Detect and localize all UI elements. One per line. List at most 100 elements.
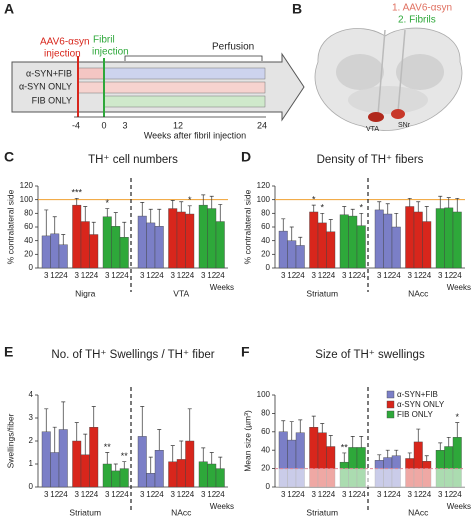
bar [89, 427, 99, 488]
x-tick-label: 12 [207, 490, 216, 499]
x-tick-label: 3 [140, 490, 145, 499]
bar [50, 452, 60, 488]
bar [58, 429, 68, 488]
bar [287, 240, 297, 269]
y-tick-label: 0 [29, 482, 34, 491]
x-tick-label: 24 [59, 271, 68, 280]
bar [111, 470, 121, 488]
bar [89, 234, 99, 269]
region-label: NAcc [171, 507, 192, 517]
bar [72, 440, 82, 488]
legend-label: α-SYN ONLY [397, 400, 445, 409]
timeline-tick: 24 [257, 120, 267, 130]
region-label: Striatum [306, 288, 338, 298]
panel-letter: B [292, 1, 302, 17]
bar [137, 436, 147, 488]
bar [41, 235, 51, 269]
bar [309, 211, 319, 269]
x-tick-label: 24 [89, 490, 98, 499]
x-tick-label: 3 [105, 490, 110, 499]
x-tick-label: 24 [326, 490, 335, 499]
panel-b: B 1. AAV6-αsyn 2. Fibrils VTA SNr [292, 1, 463, 133]
x-tick-label: 12 [177, 271, 186, 280]
y-tick-label: 20 [24, 249, 33, 258]
x-axis-label: Weeks [210, 283, 234, 292]
y-tick-label: 120 [20, 181, 34, 190]
step-label: 2. Fibrils [398, 15, 436, 26]
bar [198, 461, 208, 488]
error-bar [140, 406, 145, 437]
bar [146, 222, 156, 269]
x-tick-label: 24 [89, 271, 98, 280]
panel-letter: C [4, 149, 14, 165]
y-tick-label: 40 [24, 236, 33, 245]
error-bar [113, 212, 118, 227]
x-tick-label: 12 [414, 271, 423, 280]
needle-track [397, 29, 406, 113]
x-tick-label: 24 [453, 490, 462, 499]
x-tick-label: 24 [296, 490, 305, 499]
error-bar [44, 209, 49, 236]
timeline-tick: 0 [101, 120, 106, 130]
panel-letter: F [241, 344, 250, 360]
error-bar [328, 435, 333, 447]
error-bar [455, 422, 460, 438]
y-tick-label: 80 [261, 208, 270, 217]
error-bar [52, 216, 57, 234]
chart-title: Size of TH⁺ swellings [315, 349, 425, 361]
timeline-tick: -4 [72, 120, 80, 130]
brain-structure [336, 54, 384, 90]
row-label: FIB ONLY [32, 95, 72, 105]
x-tick-label: 12 [50, 490, 59, 499]
bar [168, 208, 178, 269]
significance: *** [71, 188, 82, 198]
x-tick-label: 12 [111, 271, 120, 280]
bar [348, 215, 358, 269]
legend-swatch [386, 400, 395, 409]
x-tick-label: 3 [171, 271, 176, 280]
aav-label: AAV6-αsyn [40, 37, 90, 48]
x-tick-label: 12 [287, 490, 296, 499]
bar [154, 450, 164, 488]
error-bar [416, 201, 421, 212]
significance: * [312, 195, 316, 205]
error-bar [281, 218, 286, 232]
error-bar [170, 445, 175, 462]
x-tick-label: 3 [438, 271, 443, 280]
y-axis-label: % contralateral side [242, 189, 252, 264]
error-bar [377, 201, 382, 210]
y-axis-label: % contralateral side [5, 189, 15, 264]
error-bar [281, 420, 286, 432]
bar [391, 226, 401, 269]
bar [119, 237, 129, 269]
chart-title: No. of TH⁺ Swellings / TH⁺ fiber [51, 349, 214, 361]
error-bar [424, 206, 429, 222]
significance: * [455, 412, 459, 422]
brain-structure [348, 86, 428, 114]
bar [413, 211, 423, 269]
error-bar [394, 449, 399, 456]
x-tick-label: 24 [453, 271, 462, 280]
y-tick-label: 80 [261, 409, 270, 418]
bar [176, 459, 186, 488]
error-bar [446, 436, 451, 447]
error-bar [105, 452, 110, 464]
x-tick-label: 12 [287, 271, 296, 280]
error-bar [218, 204, 223, 222]
threshold-shade [276, 468, 466, 487]
x-tick-label: 3 [75, 490, 80, 499]
x-tick-label: 12 [50, 271, 59, 280]
bar [154, 226, 164, 269]
x-tick-label: 12 [318, 490, 327, 499]
bar [452, 211, 462, 269]
y-tick-label: 0 [266, 263, 271, 272]
error-bar [320, 212, 325, 223]
bar [215, 221, 225, 269]
error-bar [52, 426, 57, 453]
x-tick-label: 24 [120, 271, 129, 280]
x-tick-label: 24 [185, 271, 194, 280]
bar [146, 473, 156, 488]
error-bar [377, 454, 382, 461]
x-tick-label: 24 [392, 271, 401, 280]
perfusion-label: Perfusion [212, 42, 254, 53]
